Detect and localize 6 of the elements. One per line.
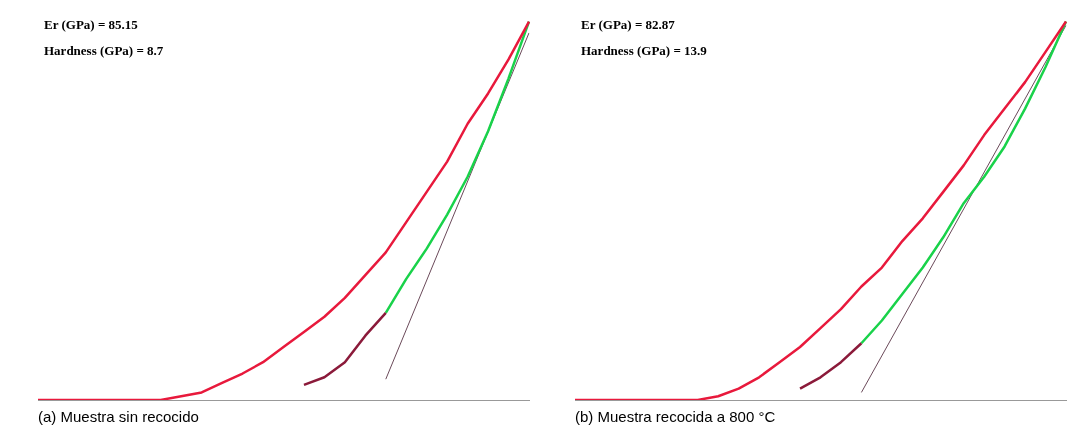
annotation: Hardness (GPa) = 8.7 [44,43,164,59]
text: (a) Muestra sin recocido [37,408,200,425]
annotation: Hardness (GPa) = 13.9 [581,43,708,59]
annotation: Er (GPa) = 82.87 [581,17,676,33]
text: (b) Muestra recocida a 800 °C [574,408,777,425]
annotation: Er (GPa) = 85.15 [44,17,139,33]
